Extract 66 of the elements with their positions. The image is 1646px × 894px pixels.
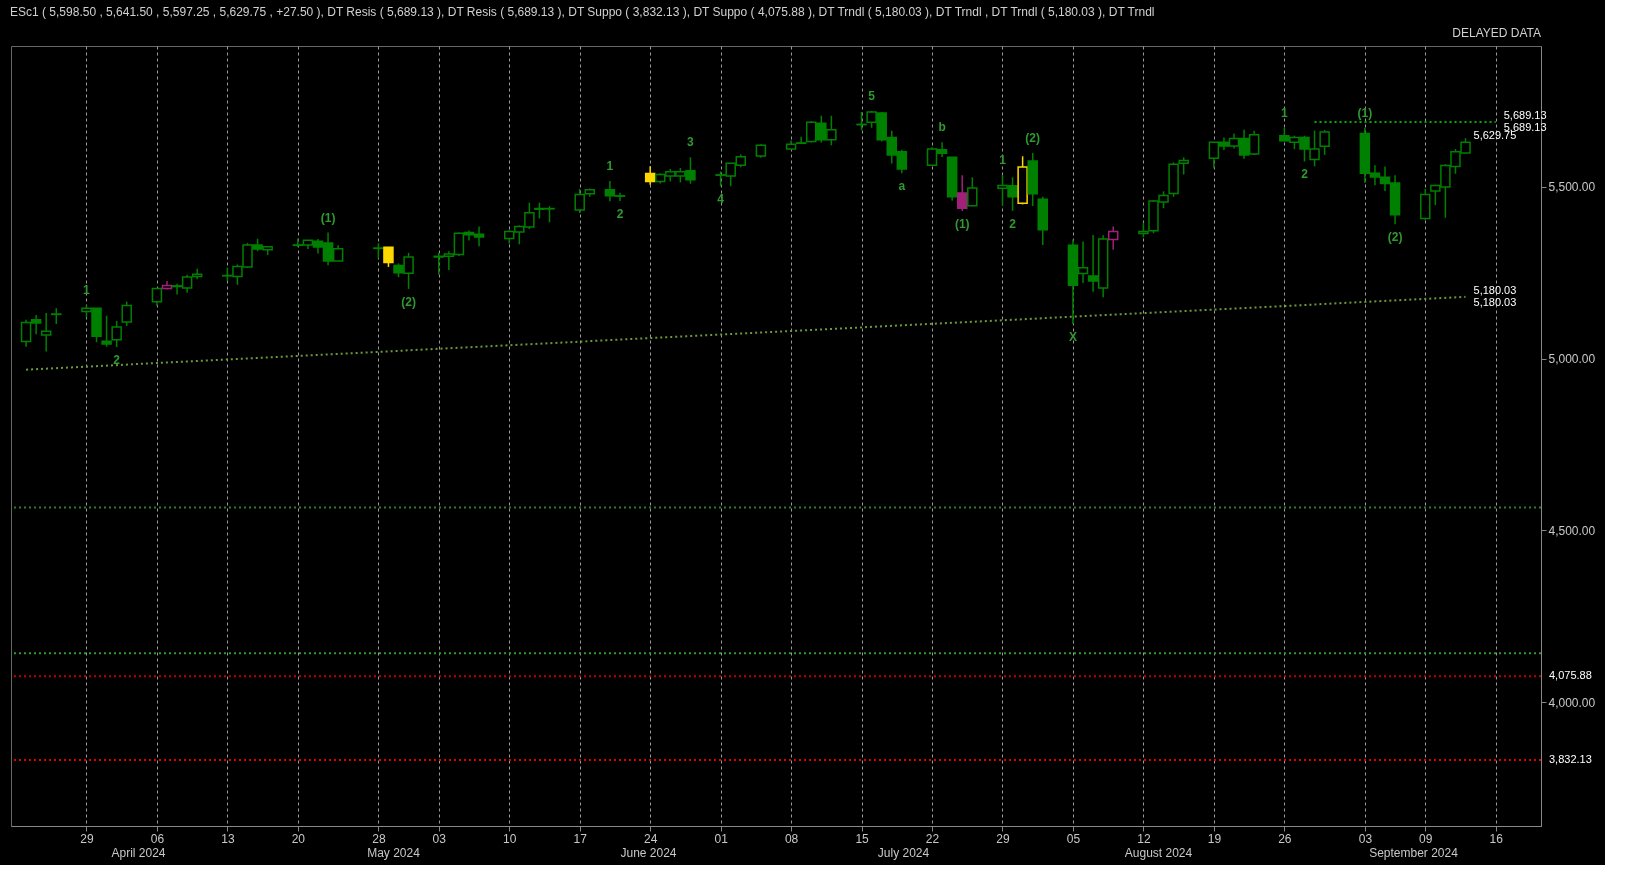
annotation: 5,180.03 bbox=[1473, 283, 1517, 296]
text: September 2024 bbox=[1369, 846, 1459, 860]
annotation: 1 bbox=[83, 283, 91, 298]
candlestick bbox=[121, 300, 132, 327]
x-tick-label: 03 bbox=[432, 831, 447, 846]
ref-line-label: 4,075.88 bbox=[1549, 669, 1592, 682]
text: DELAYED DATA bbox=[1452, 26, 1541, 40]
x-tick-label: 09 bbox=[1419, 831, 1433, 846]
x-tick-label: 19 bbox=[1207, 831, 1222, 846]
text: May 2024 bbox=[367, 846, 421, 860]
text: April 2024 bbox=[111, 846, 166, 860]
annotation: 2 bbox=[1009, 216, 1017, 231]
annotation: a bbox=[898, 179, 906, 194]
annotation: 5,180.03 bbox=[1473, 295, 1517, 308]
x-tick-label: 28 bbox=[372, 831, 386, 846]
annotation: 5 bbox=[868, 88, 876, 103]
x-tick-label: 10 bbox=[503, 831, 517, 846]
y-tick-label: 5,000.00 bbox=[1548, 352, 1596, 367]
candlestick bbox=[956, 174, 968, 212]
x-tick-label: 22 bbox=[925, 831, 940, 846]
annotation: 4 bbox=[717, 192, 725, 207]
y-tick-label: 4,500.00 bbox=[1548, 523, 1596, 538]
annotation: (2) bbox=[1025, 130, 1041, 145]
text: August 2024 bbox=[1124, 846, 1193, 860]
x-tick-label: 29 bbox=[80, 831, 94, 846]
x-tick-label: 17 bbox=[573, 831, 588, 846]
annotation: 5,689.13 bbox=[1503, 108, 1547, 121]
x-tick-label: 20 bbox=[291, 831, 306, 846]
annotation: 5,689.13 bbox=[1503, 120, 1547, 133]
ref-line-label: 3,832.13 bbox=[1549, 752, 1592, 765]
annotation: (1) bbox=[1357, 105, 1373, 120]
x-tick-label: 16 bbox=[1489, 831, 1504, 846]
text: June 2024 bbox=[620, 846, 677, 860]
x-tick-label: 29 bbox=[996, 831, 1010, 846]
annotation: b bbox=[938, 120, 946, 135]
annotation: 1 bbox=[999, 153, 1007, 168]
annotation: 2 bbox=[113, 353, 121, 367]
x-tick-label: 06 bbox=[150, 831, 165, 846]
x-tick-label: 01 bbox=[714, 831, 729, 846]
annotation: (1) bbox=[320, 210, 336, 225]
x-tick-label: 03 bbox=[1358, 831, 1373, 846]
x-tick-label: 26 bbox=[1278, 831, 1292, 846]
x-tick-label: 12 bbox=[1137, 831, 1151, 846]
candlestick bbox=[40, 312, 52, 353]
y-tick-label: 5,500.00 bbox=[1548, 180, 1596, 195]
x-tick-label: 08 bbox=[784, 831, 799, 846]
candlestick bbox=[383, 246, 394, 268]
annotation: (2) bbox=[401, 294, 416, 309]
annotation: X bbox=[1068, 329, 1077, 344]
x-tick-label: 24 bbox=[643, 831, 658, 846]
annotation: 1 bbox=[606, 159, 614, 174]
annotation: (1) bbox=[954, 216, 970, 231]
annotation: 2 bbox=[1301, 167, 1309, 182]
candlestick bbox=[644, 165, 656, 186]
annotation: (2) bbox=[1387, 230, 1403, 245]
annotation: 2 bbox=[616, 206, 624, 221]
annotation: 1 bbox=[1281, 105, 1288, 120]
candlestick bbox=[795, 135, 807, 145]
text: July 2024 bbox=[877, 846, 930, 860]
candlestick bbox=[967, 176, 978, 207]
y-tick-label: 4,000.00 bbox=[1548, 695, 1596, 710]
x-tick-label: 05 bbox=[1066, 831, 1081, 846]
chart-title: ESc1 ( 5,598.50 , 5,641.50 , 5,597.25 , 5,629.75 , +27.50 ), DT Resis ( 5,689.13 ), DT Resis ( 5,689.13 ), DT Suppo ( 3,832.13 ), DT Suppo ( 4,075.88 ), DT Trndl ( 5,180.03 ), DT Trndl , DT Trndl ( 5,180.03 ), DT Trndl bbox=[10, 5, 1155, 19]
x-tick-label: 13 bbox=[221, 831, 235, 846]
x-tick-label: 15 bbox=[855, 831, 870, 846]
annotation: 3 bbox=[687, 135, 695, 150]
